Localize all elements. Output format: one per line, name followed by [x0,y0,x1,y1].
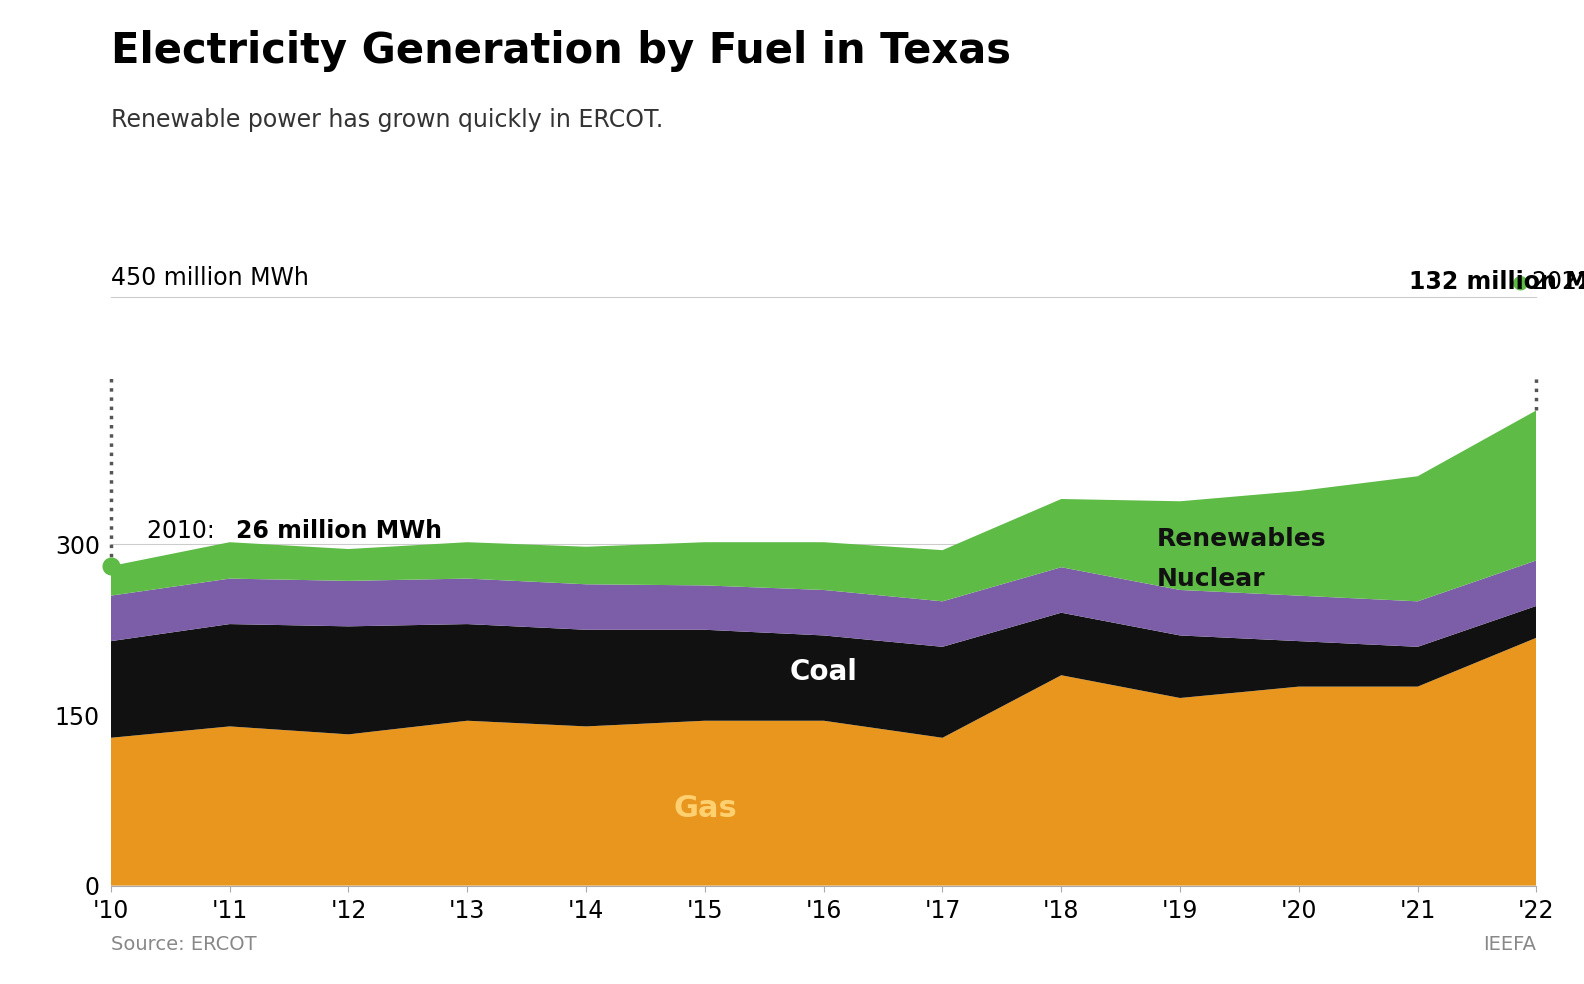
Text: 450 million MWh: 450 million MWh [111,267,309,290]
Text: Source: ERCOT: Source: ERCOT [111,936,257,954]
Text: Nuclear: Nuclear [1156,567,1266,590]
Text: Coal: Coal [790,658,857,686]
Text: Gas: Gas [673,794,737,823]
Text: 2010:: 2010: [146,520,222,543]
Text: 26 million MWh: 26 million MWh [236,520,442,543]
Text: 132 million MWh: 132 million MWh [1410,271,1584,294]
Text: Renewable power has grown quickly in ERCOT.: Renewable power has grown quickly in ERC… [111,108,664,132]
Text: ●: ● [1511,273,1529,292]
Text: IEEFA: IEEFA [1484,936,1536,954]
Text: 2022:: 2022: [1532,271,1584,294]
Text: Renewables: Renewables [1156,526,1326,551]
Text: Electricity Generation by Fuel in Texas: Electricity Generation by Fuel in Texas [111,30,1011,72]
